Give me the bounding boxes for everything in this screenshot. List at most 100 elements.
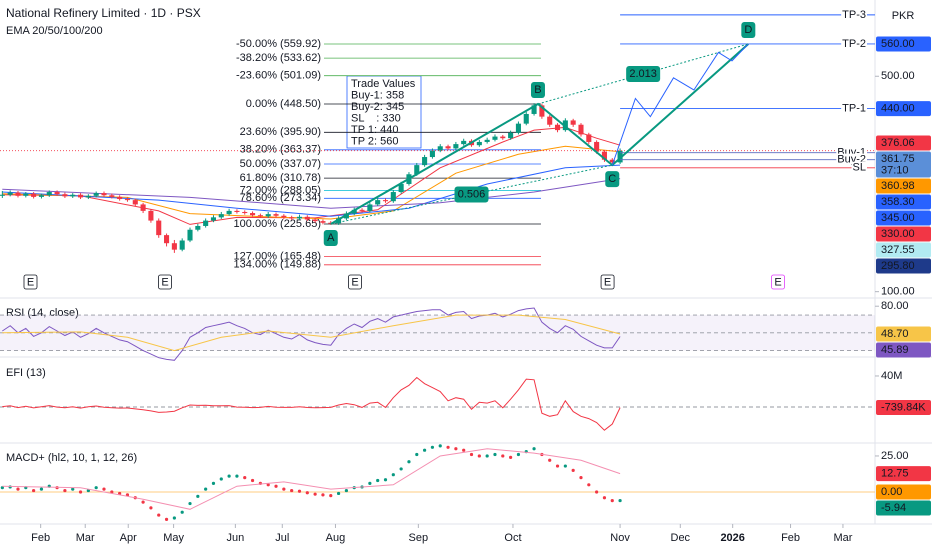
fib-label: 72.00% (288.05) — [240, 184, 321, 196]
macd-dot — [501, 454, 505, 458]
candle-body — [594, 141, 600, 152]
candle-body — [257, 215, 263, 217]
candle-body — [93, 193, 99, 196]
indicator-line — [2, 314, 621, 352]
macd-dot — [579, 475, 583, 480]
candle-body — [422, 157, 428, 166]
macd-dot — [407, 460, 411, 464]
x-tick-label: Apr — [120, 532, 137, 544]
candle-body — [429, 150, 435, 158]
fib-label: -50.00% (559.92) — [236, 38, 321, 50]
macd-dot — [555, 464, 560, 468]
trade-level-label: TP-1 — [842, 102, 866, 114]
price-axis-label: 360.98 — [881, 180, 915, 192]
price-axis-label: -5.94 — [881, 502, 906, 514]
macd-dot — [376, 478, 380, 483]
candle-body — [320, 221, 326, 223]
ratio-label: 2.013 — [629, 68, 657, 80]
macd-dot — [196, 494, 200, 498]
candle-body — [226, 210, 232, 215]
candle-body — [46, 192, 52, 196]
macd-dot — [548, 458, 552, 462]
candle-body — [218, 214, 224, 218]
macd-dot — [227, 474, 231, 478]
candle-body — [336, 218, 342, 224]
candle-body — [62, 194, 68, 197]
candle-body — [351, 209, 357, 214]
macd-dot — [368, 481, 372, 485]
fib-label: 127.00% (165.48) — [234, 250, 321, 262]
currency-label: PKR — [892, 10, 915, 22]
chart-title: National Refinery Limited · 1D · PSX — [6, 6, 201, 20]
fib-label: 0.00% (448.50) — [246, 98, 321, 110]
macd-dot — [477, 454, 481, 458]
fib-label: 134.00% (149.88) — [234, 259, 321, 271]
fib-label: 23.60% (395.90) — [240, 126, 321, 138]
candle-body — [273, 214, 279, 216]
candle-body — [109, 195, 115, 197]
candle-body — [500, 136, 506, 139]
macd-dot — [313, 492, 317, 496]
ema-line — [2, 145, 621, 220]
candle-body — [164, 235, 170, 244]
price-axis-label-bg — [876, 484, 931, 500]
macd-dot — [430, 445, 435, 449]
macd-dot — [250, 478, 255, 483]
macd-dot — [63, 488, 67, 493]
price-axis-label-bg — [876, 194, 931, 210]
pattern-point-bg — [741, 21, 756, 38]
candle-body — [7, 192, 13, 195]
price-axis-label-bg — [876, 326, 931, 342]
candle-body — [140, 204, 146, 211]
candle-body — [359, 209, 365, 211]
macd-dot — [438, 444, 442, 448]
candle-body — [547, 116, 553, 125]
candle-body — [523, 113, 529, 124]
y-tick-label: 25.00 — [881, 450, 909, 462]
pattern-point-label: B — [534, 84, 541, 96]
indicator-line — [2, 307, 621, 361]
indicator-line — [2, 376, 621, 431]
candle-body — [117, 196, 123, 200]
macd-dot — [399, 467, 403, 471]
earnings-marker — [600, 274, 615, 290]
candle-body — [539, 105, 545, 117]
candle-body — [461, 140, 467, 145]
macd-dot — [305, 491, 309, 495]
macd-dot — [39, 487, 44, 491]
x-tick-label: Mar — [833, 532, 852, 544]
earnings-marker — [771, 274, 785, 290]
price-axis-label-bg — [876, 101, 931, 117]
candle-body — [312, 219, 318, 222]
candle-body — [390, 192, 396, 202]
candle-body — [38, 195, 44, 197]
macd-dot — [602, 496, 607, 500]
x-tick-label: Jul — [275, 532, 289, 544]
candle-body — [265, 214, 271, 217]
macd-dot — [266, 483, 270, 487]
candle-body — [531, 105, 537, 114]
price-axis-label: 45.89 — [881, 344, 909, 356]
trade-level-label-bg — [841, 8, 867, 21]
candle-body — [31, 193, 37, 197]
macd-dot — [329, 494, 333, 498]
price-axis-label-bg — [876, 400, 931, 416]
x-tick-label: Feb — [31, 532, 50, 544]
price-axis-label: 376.06 — [881, 137, 915, 149]
price-axis-label: -739.84K — [881, 401, 926, 413]
candle-body — [296, 216, 303, 219]
macd-dot — [509, 455, 513, 460]
y-tick-label: 80.00 — [881, 300, 909, 312]
candle-body — [281, 215, 287, 218]
macd-dot — [446, 445, 450, 449]
macd-dot — [485, 454, 489, 458]
candle-body — [85, 195, 91, 198]
macd-dot — [321, 493, 325, 497]
candle-body — [77, 194, 84, 198]
earnings-marker — [348, 274, 362, 290]
macd-dot — [102, 487, 106, 491]
candle-body — [398, 183, 404, 193]
candle-body — [367, 204, 373, 211]
price-axis-label-bg — [876, 342, 931, 358]
